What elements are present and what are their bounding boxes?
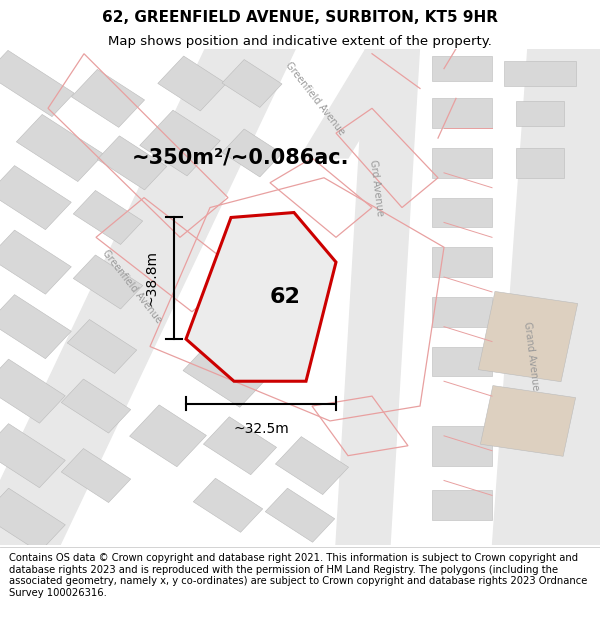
Polygon shape bbox=[492, 39, 600, 545]
Text: 62: 62 bbox=[269, 287, 301, 307]
Polygon shape bbox=[516, 148, 564, 178]
Polygon shape bbox=[61, 379, 131, 433]
Polygon shape bbox=[432, 491, 492, 520]
Text: Grand Avenue: Grand Avenue bbox=[522, 321, 540, 391]
Polygon shape bbox=[432, 148, 492, 178]
Text: Contains OS data © Crown copyright and database right 2021. This information is : Contains OS data © Crown copyright and d… bbox=[9, 553, 587, 598]
Polygon shape bbox=[222, 59, 282, 108]
Polygon shape bbox=[73, 255, 143, 309]
Polygon shape bbox=[432, 248, 492, 277]
Polygon shape bbox=[203, 417, 277, 475]
Polygon shape bbox=[0, 230, 71, 294]
Text: Grd Avenue: Grd Avenue bbox=[368, 159, 385, 216]
Polygon shape bbox=[140, 110, 220, 176]
Polygon shape bbox=[265, 488, 335, 542]
Polygon shape bbox=[73, 191, 143, 244]
Polygon shape bbox=[432, 426, 492, 466]
Polygon shape bbox=[478, 291, 578, 382]
Polygon shape bbox=[186, 213, 336, 381]
Polygon shape bbox=[432, 56, 492, 81]
Polygon shape bbox=[222, 129, 282, 177]
Polygon shape bbox=[0, 166, 71, 229]
Polygon shape bbox=[16, 114, 104, 181]
Polygon shape bbox=[432, 346, 492, 376]
Text: Greenfield Avenue: Greenfield Avenue bbox=[100, 249, 164, 326]
Polygon shape bbox=[71, 69, 145, 128]
Polygon shape bbox=[0, 488, 65, 552]
Text: ~32.5m: ~32.5m bbox=[233, 422, 289, 436]
Polygon shape bbox=[158, 56, 226, 111]
Polygon shape bbox=[300, 39, 420, 158]
Text: ~38.8m: ~38.8m bbox=[145, 250, 159, 306]
Polygon shape bbox=[432, 98, 492, 128]
Text: 62, GREENFIELD AVENUE, SURBITON, KT5 9HR: 62, GREENFIELD AVENUE, SURBITON, KT5 9HR bbox=[102, 10, 498, 25]
Polygon shape bbox=[0, 424, 65, 488]
Polygon shape bbox=[0, 294, 71, 359]
Polygon shape bbox=[481, 386, 575, 456]
Polygon shape bbox=[432, 297, 492, 327]
Polygon shape bbox=[504, 61, 576, 86]
Text: ~350m²/~0.086ac.: ~350m²/~0.086ac. bbox=[131, 148, 349, 168]
Polygon shape bbox=[97, 136, 167, 190]
Polygon shape bbox=[67, 319, 137, 374]
Polygon shape bbox=[275, 437, 349, 494]
Polygon shape bbox=[516, 101, 564, 126]
Polygon shape bbox=[0, 359, 65, 423]
Polygon shape bbox=[336, 39, 420, 545]
Polygon shape bbox=[183, 336, 273, 408]
Polygon shape bbox=[61, 449, 131, 503]
Text: Map shows position and indicative extent of the property.: Map shows position and indicative extent… bbox=[108, 35, 492, 48]
Polygon shape bbox=[0, 51, 74, 117]
Text: Greenfield Avenue: Greenfield Avenue bbox=[283, 60, 347, 137]
Polygon shape bbox=[0, 39, 300, 545]
Polygon shape bbox=[432, 198, 492, 228]
Polygon shape bbox=[130, 405, 206, 467]
Polygon shape bbox=[193, 478, 263, 532]
